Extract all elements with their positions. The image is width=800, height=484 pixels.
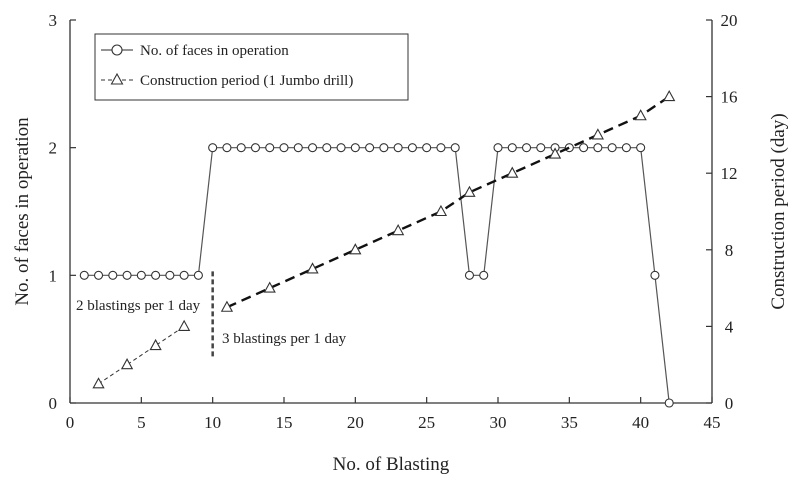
- x-tick-label: 30: [490, 413, 507, 432]
- x-tick-label: 35: [561, 413, 578, 432]
- y-right-tick-label: 12: [721, 164, 738, 183]
- y-right-tick-label: 4: [725, 317, 734, 336]
- legend-box: [94, 33, 409, 101]
- annotations: 2 blastings per 1 day 3 blastings per 1 d…: [76, 271, 347, 357]
- y-right-tick-label: 16: [721, 88, 738, 107]
- series-period-point: [506, 166, 519, 178]
- series-faces-point: [108, 270, 118, 280]
- series-faces-point: [407, 143, 417, 153]
- series-faces-point: [122, 270, 132, 280]
- x-tick-label: 0: [66, 413, 75, 432]
- series-faces-point: [636, 143, 646, 153]
- series-faces-point: [436, 143, 446, 153]
- series-faces-point: [179, 270, 189, 280]
- y-right-tick-label: 20: [721, 11, 738, 30]
- series-faces-point: [607, 143, 617, 153]
- y-left-tick-label: 3: [49, 11, 58, 30]
- series-faces-point: [479, 270, 489, 280]
- series-faces-point: [422, 143, 432, 153]
- series-period-point: [306, 262, 319, 274]
- series-period-point: [463, 185, 476, 197]
- y-left-tick-label: 0: [49, 394, 58, 413]
- annotation-2-blastings: 2 blastings per 1 day: [76, 298, 201, 314]
- series-faces-point: [521, 143, 532, 153]
- legend-label-faces: No. of faces in operation: [140, 43, 289, 59]
- series-faces-point: [593, 143, 603, 153]
- legend-label-period: Construction period (1 Jumbo drill): [140, 73, 353, 89]
- legend: No. of faces in operation Construction pe…: [94, 33, 409, 101]
- x-tick-label: 20: [347, 413, 364, 432]
- x-tick-label: 40: [632, 413, 649, 432]
- series-period-point: [663, 89, 676, 102]
- series-faces-point: [93, 270, 104, 280]
- legend-marker-faces: [111, 44, 123, 56]
- series-faces-point: [165, 270, 175, 280]
- series-faces-point: [621, 143, 631, 153]
- series-faces-point: [336, 143, 346, 153]
- series-period-point: [220, 300, 234, 312]
- y-right-tick-label: 0: [725, 394, 734, 413]
- series-faces-point: [393, 143, 403, 153]
- plot-marks: [79, 89, 676, 408]
- x-tick-label: 25: [418, 413, 435, 432]
- series-faces-point: [79, 270, 89, 280]
- series-faces-point: [293, 143, 303, 153]
- series-period-point: [392, 224, 405, 236]
- series-faces-point: [379, 143, 389, 153]
- series-faces-point: [193, 270, 203, 280]
- legend-marker-period: [110, 72, 124, 85]
- y-right-tick-label: 8: [725, 241, 734, 260]
- series-faces-point: [236, 143, 246, 153]
- series-period-point: [434, 204, 448, 217]
- series-faces-point: [650, 270, 660, 280]
- series-faces-point: [208, 143, 218, 153]
- series-period-point: [548, 147, 562, 159]
- series-faces-point: [250, 143, 261, 153]
- series-faces-point: [307, 143, 318, 153]
- series-period-point: [263, 281, 276, 293]
- y-left-axis-title: No. of faces in operation: [12, 117, 33, 306]
- series-period-point: [634, 109, 647, 121]
- y-left-tick-label: 1: [49, 266, 58, 285]
- annotation-3-blastings: 3 blastings per 1 day: [222, 331, 347, 347]
- series-faces-point: [464, 270, 475, 280]
- series-faces-point: [536, 143, 546, 153]
- x-tick-label: 15: [276, 413, 293, 432]
- series-period-point: [178, 319, 191, 331]
- series-period-point: [120, 358, 134, 370]
- x-tick-label: 5: [137, 413, 146, 432]
- series-faces-point: [136, 270, 146, 280]
- series-faces-point: [507, 143, 517, 153]
- series-period-point: [349, 243, 362, 255]
- y-right-axis-title: Construction period (day): [768, 113, 789, 309]
- series-period-point: [591, 128, 604, 140]
- series-period-line-early: [98, 325, 185, 385]
- x-axis-title: No. of Blasting: [333, 454, 450, 475]
- y-left-tick-label: 2: [49, 139, 58, 158]
- x-tick-label: 45: [704, 413, 721, 432]
- series-faces-point: [450, 143, 460, 153]
- series-faces-point: [279, 143, 289, 153]
- series-faces-point: [322, 143, 332, 153]
- series-faces-point: [664, 398, 674, 408]
- series-period-point: [92, 377, 105, 389]
- series-period-point: [149, 338, 162, 351]
- series-faces-point: [151, 270, 161, 280]
- series-faces-point: [350, 143, 360, 153]
- series-faces-point: [365, 143, 375, 153]
- series-faces-point: [493, 143, 503, 153]
- series-period-line-late: [226, 95, 670, 309]
- series-faces-point: [579, 143, 589, 153]
- series-faces-point: [222, 143, 232, 153]
- x-tick-label: 10: [204, 413, 221, 432]
- series-faces-point: [265, 143, 275, 153]
